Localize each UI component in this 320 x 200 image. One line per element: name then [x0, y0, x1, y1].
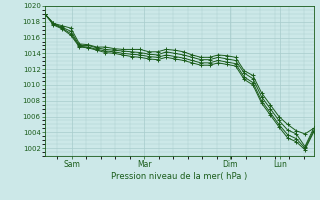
X-axis label: Pression niveau de la mer( hPa ): Pression niveau de la mer( hPa ) [111, 172, 247, 181]
